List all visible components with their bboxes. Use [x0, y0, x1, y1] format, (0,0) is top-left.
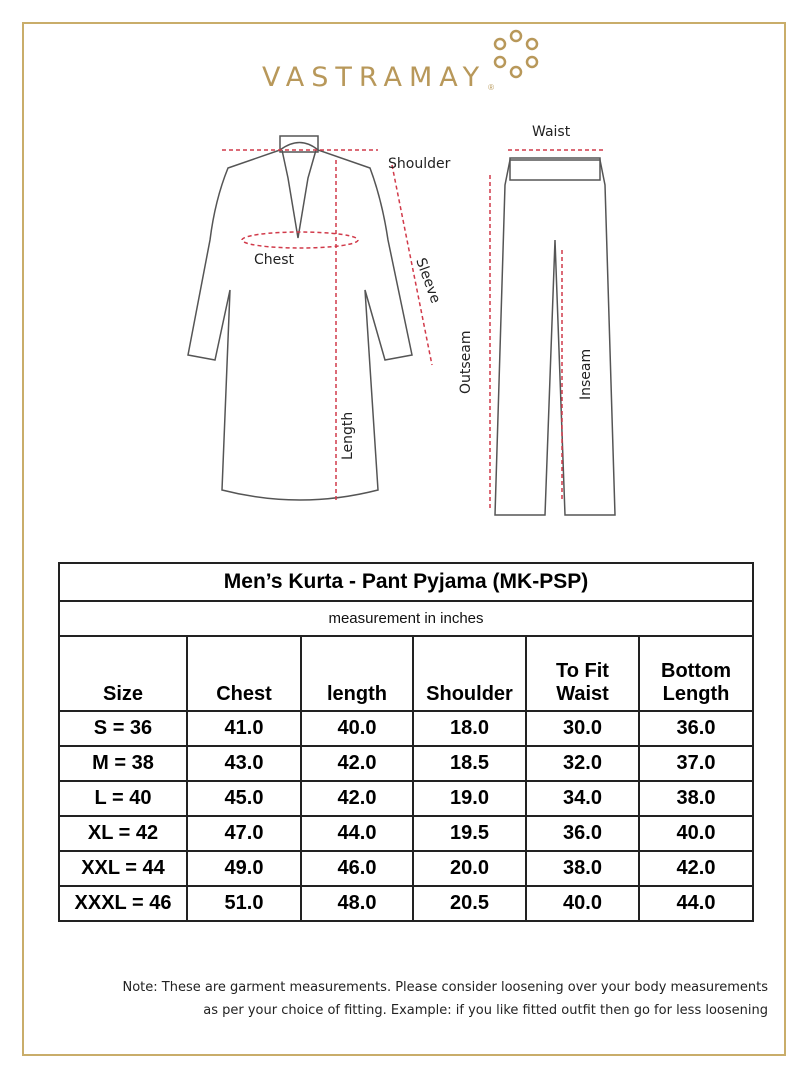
table-cell: 47.0: [186, 815, 302, 852]
table-cell: 49.0: [186, 850, 302, 887]
table-cell: XXXL = 46: [58, 885, 188, 922]
label-chest: Chest: [254, 252, 295, 268]
table-row: S = 36 41.0 40.0 18.0 30.0 36.0: [58, 710, 754, 747]
brand-name: VASTRAMAY: [262, 62, 487, 93]
size-table: Men’s Kurta - Pant Pyjama (MK-PSP) measu…: [58, 562, 754, 922]
table-cell: 44.0: [300, 815, 414, 852]
table-row: XL = 42 47.0 44.0 19.5 36.0 40.0: [58, 815, 754, 852]
table-cell: 44.0: [638, 885, 754, 922]
table-cell: 43.0: [186, 745, 302, 782]
table-cell: M = 38: [58, 745, 188, 782]
label-length: Length: [340, 412, 356, 460]
table-cell: 46.0: [300, 850, 414, 887]
table-row: L = 40 45.0 42.0 19.0 34.0 38.0: [58, 780, 754, 817]
header-size: Size: [58, 635, 188, 712]
table-cell: 40.0: [525, 885, 640, 922]
header-bottom-length: Bottom Length: [638, 635, 754, 712]
label-sleeve: Sleeve: [412, 256, 443, 306]
header-chest: Chest: [186, 635, 302, 712]
table-cell: 19.0: [412, 780, 527, 817]
table-cell: XXL = 44: [58, 850, 188, 887]
table-cell: 20.0: [412, 850, 527, 887]
garment-diagram: Shoulder Chest Sleeve Length Waist Outse…: [187, 124, 616, 516]
table-cell: 42.0: [300, 780, 414, 817]
header-shoulder: Shoulder: [412, 635, 527, 712]
table-cell: 42.0: [300, 745, 414, 782]
note-text: Note: These are garment measurements. Pl…: [36, 976, 769, 1022]
table-subtitle: measurement in inches: [58, 600, 754, 637]
table-row: XXXL = 46 51.0 48.0 20.5 40.0 44.0: [58, 885, 754, 922]
header-length: length: [300, 635, 414, 712]
table-title: Men’s Kurta - Pant Pyjama (MK-PSP): [58, 562, 754, 602]
table-cell: 18.5: [412, 745, 527, 782]
brand-row: VASTRAMAY ®: [262, 62, 494, 94]
table-cell: 40.0: [300, 710, 414, 747]
registered-mark: ®: [488, 83, 495, 92]
table-cell: 32.0: [525, 745, 640, 782]
table-cell: XL = 42: [58, 815, 188, 852]
table-row: M = 38 43.0 42.0 18.5 32.0 37.0: [58, 745, 754, 782]
table-cell: 34.0: [525, 780, 640, 817]
table-row: XXL = 44 49.0 46.0 20.0 38.0 42.0: [58, 850, 754, 887]
table-cell: 45.0: [186, 780, 302, 817]
header-waist: To Fit Waist: [525, 635, 640, 712]
table-cell: S = 36: [58, 710, 188, 747]
table-cell: 51.0: [186, 885, 302, 922]
table-cell: 37.0: [638, 745, 754, 782]
table-header-row: Size Chest length Shoulder To Fit Waist …: [58, 635, 754, 712]
table-cell: 30.0: [525, 710, 640, 747]
note-line-2: as per your choice of fitting. Example: …: [203, 1003, 768, 1018]
table-cell: 38.0: [638, 780, 754, 817]
label-shoulder: Shoulder: [388, 156, 451, 172]
table-cell: 18.0: [412, 710, 527, 747]
table-cell: 42.0: [638, 850, 754, 887]
table-cell: 40.0: [638, 815, 754, 852]
note-line-1: Note: These are garment measurements. Pl…: [122, 980, 769, 995]
pyjama-illustration: [494, 157, 616, 516]
table-cell: 48.0: [300, 885, 414, 922]
table-cell: 38.0: [525, 850, 640, 887]
table-cell: 36.0: [525, 815, 640, 852]
table-cell: 19.5: [412, 815, 527, 852]
label-outseam: Outseam: [458, 330, 474, 394]
table-cell: 41.0: [186, 710, 302, 747]
kurta-illustration: [187, 135, 413, 501]
brand-logo-icon: [493, 29, 539, 79]
label-inseam: Inseam: [578, 349, 594, 400]
table-cell: 20.5: [412, 885, 527, 922]
gold-frame: [22, 22, 786, 1056]
table-cell: L = 40: [58, 780, 188, 817]
label-waist: Waist: [532, 124, 571, 140]
table-cell: 36.0: [638, 710, 754, 747]
